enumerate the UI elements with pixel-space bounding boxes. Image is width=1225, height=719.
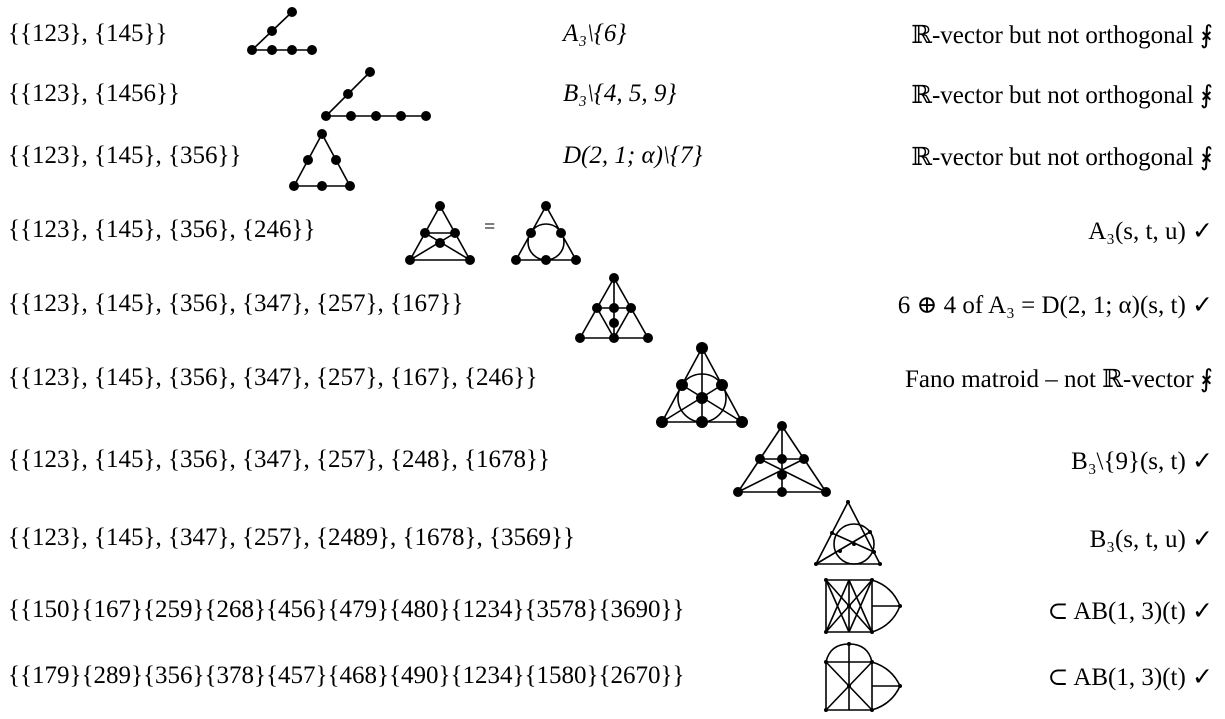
- table-row: {{123}, {145}, {356}, {347}, {257}, {248…: [0, 418, 1225, 497]
- table-row: {{123}, {145}} A₃\{6} ℝ-vector but not o…: [0, 0, 1225, 60]
- table-row: {{123}, {145}, {356}} D(2, 1; α)\{7} ℝ-v…: [0, 124, 1225, 191]
- matroid-sets: {{179}{289}{356}{378}{457}{468}{490}{123…: [8, 662, 685, 689]
- matroid-sets: {{123}, {145}, {356}}: [8, 142, 242, 169]
- row-result: Fano matroid – not ℝ-vector ⨘: [904, 366, 1213, 393]
- row-result: ⊂ AB(1, 3)(t) ✓: [1047, 664, 1214, 691]
- table-row: {{123}, {145}, {356}, {246}} = A₃(s, t, …: [0, 196, 1225, 265]
- row-result: ℝ-vector but not orthogonal ⨘: [911, 144, 1213, 171]
- matroid-name: D(2, 1; α)\{7}: [563, 142, 703, 169]
- matroid-sets: {{123}, {1456}}: [8, 80, 180, 107]
- row-result: ⊂ AB(1, 3)(t) ✓: [1047, 598, 1214, 625]
- matroid-name: B₃\{4, 5, 9}: [563, 80, 677, 107]
- row-result: 6 ⊕ 4 of A₃ = D(2, 1; α)(s, t) ✓: [897, 292, 1213, 319]
- table-row: {{123}, {145}, {356}, {347}, {257}, {167…: [0, 340, 1225, 428]
- matroid-diagram: [247, 7, 317, 55]
- matroid-diagram: [289, 129, 355, 191]
- table-row: {{123}, {145}, {356}, {347}, {257}, {167…: [0, 270, 1225, 343]
- matroid-diagram: [511, 201, 581, 265]
- row-result: A₃(s, t, u) ✓: [1088, 218, 1213, 245]
- matroid-diagram: [733, 421, 831, 497]
- matroid-diagram: [575, 273, 653, 343]
- matroid-name: A₃\{6}: [563, 20, 627, 47]
- matroid-diagram: [405, 201, 475, 265]
- table-row: {{123}, {145}, {347}, {257}, {2489}, {16…: [0, 496, 1225, 566]
- row-result: ℝ-vector but not orthogonal ⨘: [911, 82, 1213, 109]
- matroid-sets: {{123}, {145}, {356}, {347}, {257}, {167…: [8, 364, 538, 391]
- matroid-sets: {{123}, {145}, {356}, {246}}: [8, 216, 316, 243]
- matroid-diagram: [824, 578, 902, 634]
- row-result: B₃\{9}(s, t) ✓: [1071, 448, 1213, 475]
- matroid-sets: {{150}{167}{259}{268}{456}{479}{480}{123…: [8, 596, 685, 623]
- matroid-diagram: [814, 500, 882, 566]
- table-row: {{150}{167}{259}{268}{456}{479}{480}{123…: [0, 574, 1225, 634]
- matroid-diagram: [824, 642, 902, 712]
- matroid-sets: {{123}, {145}, {356}, {347}, {257}, {167…: [8, 290, 464, 317]
- matroid-sets: {{123}, {145}, {347}, {257}, {2489}, {16…: [8, 524, 575, 551]
- table-row: {{179}{289}{356}{378}{457}{468}{490}{123…: [0, 640, 1225, 712]
- row-result: ℝ-vector but not orthogonal ⨘: [911, 22, 1213, 49]
- row-result: B₃(s, t, u) ✓: [1089, 526, 1213, 553]
- table-row: {{123}, {1456}} B₃\{4, 5, 9} ℝ-vector bu…: [0, 62, 1225, 122]
- matroid-sets: {{123}, {145}, {356}, {347}, {257}, {248…: [8, 446, 550, 473]
- matroid-diagram: [656, 342, 748, 428]
- matroid-sets: {{123}, {145}}: [8, 20, 168, 47]
- equals-sign: =: [484, 216, 496, 238]
- matroid-diagram: [321, 67, 431, 121]
